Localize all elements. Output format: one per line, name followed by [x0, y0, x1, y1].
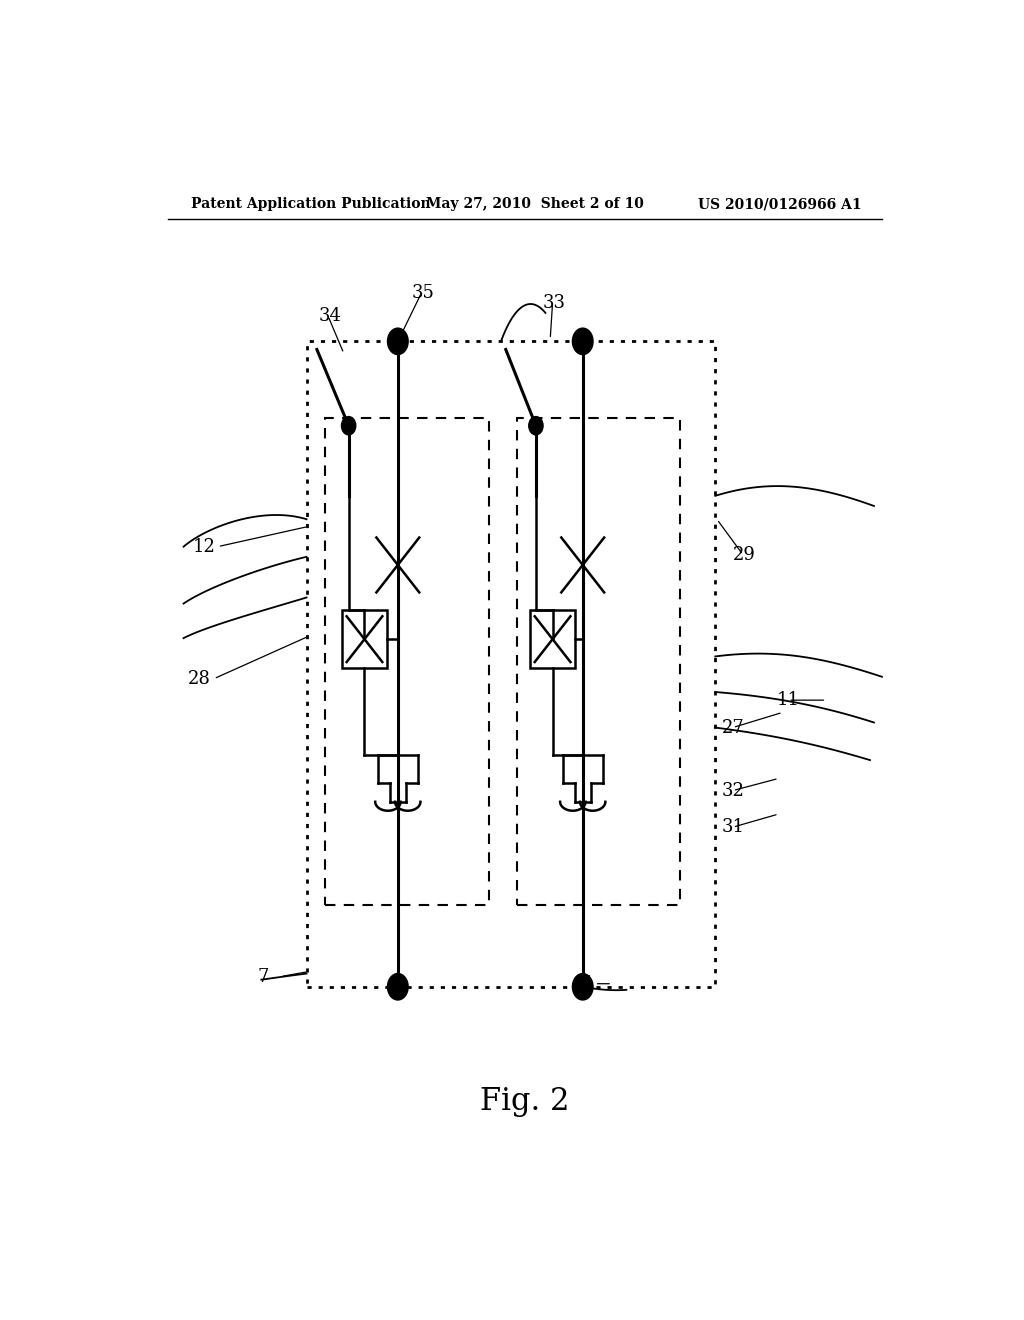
Bar	[306, 342, 715, 987]
Text: 12: 12	[194, 537, 216, 556]
Circle shape	[572, 974, 593, 1001]
Bar	[325, 417, 489, 906]
Text: 32: 32	[722, 781, 744, 800]
Circle shape	[341, 417, 355, 434]
Text: US 2010/0126966 A1: US 2010/0126966 A1	[697, 197, 861, 211]
Text: Patent Application Publication: Patent Application Publication	[191, 197, 431, 211]
Text: May 27, 2010  Sheet 2 of 10: May 27, 2010 Sheet 2 of 10	[426, 197, 643, 211]
Circle shape	[528, 417, 543, 434]
Text: 31: 31	[722, 818, 744, 836]
Circle shape	[572, 329, 593, 355]
Text: 28: 28	[187, 669, 210, 688]
Bar	[342, 610, 387, 668]
Text: 34: 34	[318, 308, 341, 325]
Circle shape	[387, 974, 409, 1001]
Text: 33: 33	[543, 294, 565, 312]
Text: 27: 27	[722, 718, 744, 737]
Text: 7: 7	[257, 968, 268, 986]
Bar	[530, 610, 575, 668]
Bar	[517, 417, 680, 906]
Text: Fig. 2: Fig. 2	[480, 1086, 569, 1117]
Text: 35: 35	[412, 284, 435, 301]
Text: 29: 29	[733, 545, 756, 564]
Text: 5: 5	[581, 974, 592, 993]
Circle shape	[387, 329, 409, 355]
Text: 11: 11	[777, 692, 800, 709]
